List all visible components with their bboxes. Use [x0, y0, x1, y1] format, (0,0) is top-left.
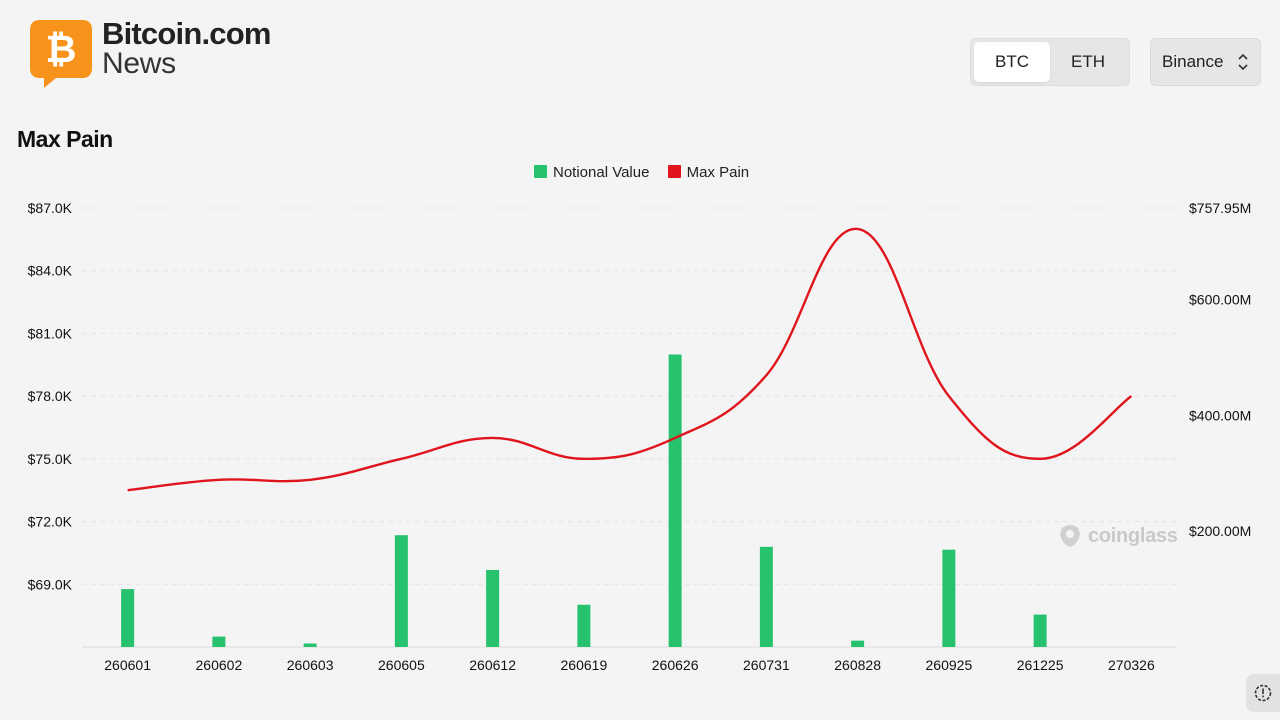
x-tick-label: 260828: [834, 657, 881, 673]
eth-tab[interactable]: ETH: [1071, 52, 1105, 71]
x-tick-label: 260626: [652, 657, 699, 673]
legend-swatch-notional: [534, 165, 547, 178]
exchange-value: Binance: [1162, 52, 1224, 71]
max-pain-chart: $69.0K $72.0K $75.0K $78.0K $81.0K $84.0K $87.…: [28, 200, 1252, 673]
notional-value-bar: [212, 636, 226, 647]
y-left-tick-label: $84.0K: [28, 263, 73, 279]
svg-text:₿: ₿: [46, 29, 77, 71]
exchange-select[interactable]: Binance: [1150, 38, 1261, 86]
max-pain-line: [127, 227, 1133, 492]
y-left-tick-label: $78.0K: [28, 388, 73, 404]
btc-tab[interactable]: BTC: [974, 42, 1050, 82]
x-tick-label: 260925: [926, 657, 973, 673]
y-left-tick-label: $81.0K: [28, 325, 73, 341]
x-tick-label: 260601: [104, 657, 151, 673]
notional-value-bar: [303, 643, 317, 647]
y-right-tick-label: $757.95M: [1189, 200, 1251, 216]
notional-value-bar: [851, 640, 865, 647]
y-right-tick-label: $400.00M: [1189, 407, 1251, 423]
y-right-tick-label: $600.00M: [1189, 291, 1251, 307]
y-left-tick-label: $69.0K: [28, 576, 73, 592]
y-left-tick-label: $75.0K: [28, 451, 73, 467]
x-tick-label: 261225: [1017, 657, 1064, 673]
help-icon: [1254, 684, 1272, 702]
y-left-tick-label: $87.0K: [28, 200, 73, 216]
notional-value-bar: [577, 604, 591, 647]
x-tick-label: 260605: [378, 657, 425, 673]
page-title: Max Pain: [17, 126, 113, 152]
brand[interactable]: ₿ Bitcoin.com News: [30, 16, 310, 88]
brand-sub: News: [102, 47, 176, 80]
legend-label-notional: Notional Value: [553, 164, 650, 181]
x-tick-label: 260731: [743, 657, 790, 673]
asset-toggle: BTC ETH: [970, 38, 1130, 86]
legend-swatch-max-pain: [667, 165, 681, 178]
x-tick-label: 270326: [1108, 657, 1155, 673]
help-button[interactable]: [1246, 674, 1280, 712]
coinglass-watermark: coinglass: [1058, 522, 1178, 552]
notional-value-bar: [668, 354, 682, 647]
y-left-tick-label: $72.0K: [28, 514, 73, 530]
notional-value-bar: [1033, 614, 1047, 647]
notional-value-bar: [121, 589, 135, 647]
legend-item-notional[interactable]: Notional Value: [534, 164, 649, 181]
x-tick-label: 260602: [196, 657, 243, 673]
legend-label-max-pain: Max Pain: [686, 164, 750, 181]
brand-name: Bitcoin.com: [102, 16, 271, 51]
notional-value-bar: [942, 549, 956, 647]
notional-value-bar: [486, 569, 500, 647]
y-right-tick-label: $200.00M: [1189, 523, 1251, 539]
x-tick-label: 260619: [561, 657, 608, 673]
x-tick-label: 260603: [287, 657, 334, 673]
coinglass-logo-icon: [1060, 525, 1080, 547]
bitcoin-logo-icon: ₿: [30, 20, 92, 88]
chevron-updown-icon: [1238, 53, 1248, 71]
chart-legend: Notional Value Max Pain: [534, 164, 763, 184]
notional-value-bar: [394, 535, 408, 647]
watermark-text: coinglass: [1088, 525, 1178, 547]
notional-value-bar: [759, 546, 773, 647]
legend-item-max-pain[interactable]: Max Pain: [667, 164, 750, 181]
x-tick-label: 260612: [469, 657, 516, 673]
